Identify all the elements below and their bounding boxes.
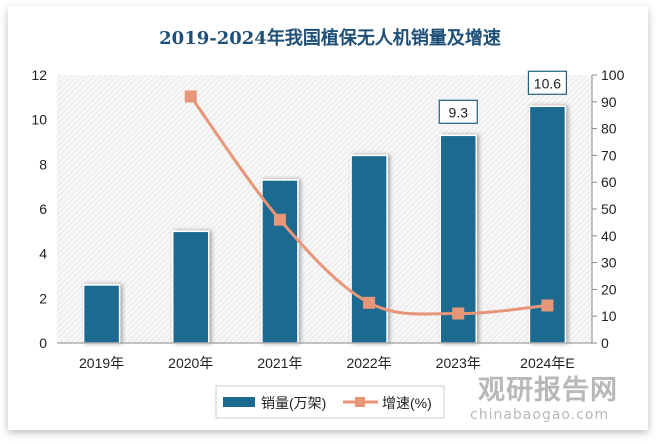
right-axis-tick: 60 xyxy=(601,174,617,190)
x-axis-tick: 2020年 xyxy=(168,355,213,371)
watermark-url: chinabaogao.com xyxy=(470,407,610,423)
right-axis-tick: 100 xyxy=(601,67,625,83)
growth-point xyxy=(273,213,286,226)
right-axis-tick: 70 xyxy=(601,147,617,163)
x-axis-tick: 2024年E xyxy=(520,355,574,371)
data-label: 9.3 xyxy=(449,104,469,120)
left-axis-tick: 6 xyxy=(39,201,47,217)
growth-point xyxy=(541,299,554,312)
left-axis-tick: 12 xyxy=(31,67,47,83)
bar xyxy=(172,230,210,344)
growth-point xyxy=(452,307,465,320)
right-axis-tick: 10 xyxy=(601,308,617,324)
right-axis-tick: 40 xyxy=(601,228,617,244)
bar xyxy=(82,284,121,344)
data-label: 10.6 xyxy=(534,75,561,91)
right-axis-tick: 80 xyxy=(601,121,617,137)
watermark-name: 观研报告网 xyxy=(478,375,618,406)
growth-point xyxy=(184,90,197,103)
right-axis-tick: 0 xyxy=(601,335,609,351)
x-axis-tick: 2021年 xyxy=(257,355,302,371)
legend-swatch-marker xyxy=(355,397,365,407)
chart-title: 2019-2024年我国植保无人机销量及增速 xyxy=(159,28,501,49)
x-axis-tick: 2019年 xyxy=(79,355,124,371)
growth-line xyxy=(189,95,548,316)
left-axis-tick: 4 xyxy=(39,246,47,262)
legend-swatch-bar xyxy=(223,397,255,407)
data-label-box xyxy=(527,70,568,95)
bar xyxy=(350,154,388,344)
left-axis-tick: 0 xyxy=(39,335,47,351)
legend-label-bar: 销量(万架) xyxy=(261,395,326,411)
plot-area xyxy=(57,75,592,343)
left-axis-tick: 8 xyxy=(39,156,47,172)
x-axis-tick: 2023年 xyxy=(436,355,481,371)
data-label-box xyxy=(438,99,478,124)
right-axis-tick: 50 xyxy=(601,201,617,217)
x-axis-tick: 2022年 xyxy=(347,355,392,371)
legend-label-line: 增速(%) xyxy=(382,395,432,411)
left-axis-tick: 2 xyxy=(39,290,47,306)
right-axis-tick: 20 xyxy=(601,281,617,297)
growth-point xyxy=(363,296,376,309)
right-axis-tick: 30 xyxy=(601,255,617,271)
right-axis-tick: 90 xyxy=(601,94,617,110)
left-axis-tick: 10 xyxy=(31,112,47,128)
